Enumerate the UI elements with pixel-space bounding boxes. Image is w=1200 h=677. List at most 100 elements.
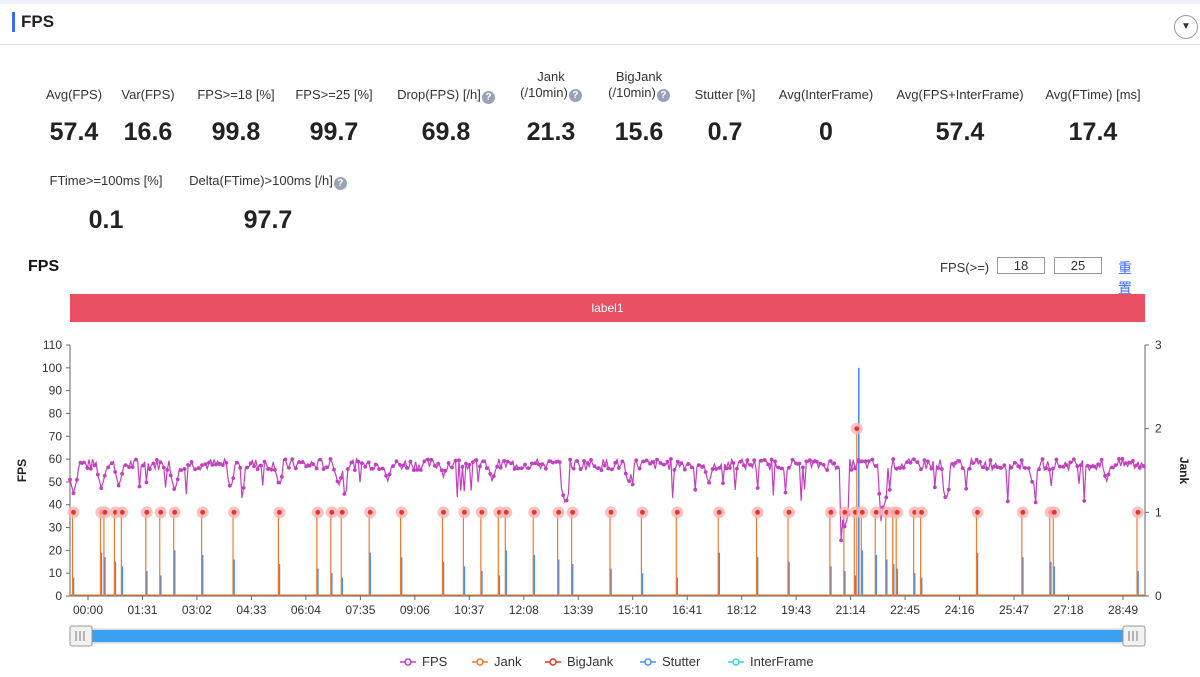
bigjank-marker-halo (1048, 506, 1061, 519)
bigjank-marker (608, 509, 614, 515)
help-icon[interactable]: ? (656, 89, 670, 102)
fps-point (898, 466, 903, 470)
fps-point (630, 482, 635, 487)
fps-point (957, 459, 962, 463)
fps-point (411, 468, 416, 473)
fps-point (623, 471, 628, 476)
label-band[interactable]: label1 (70, 294, 1145, 322)
fps-point (1137, 465, 1142, 470)
fps-point (616, 466, 621, 470)
fps-point (193, 467, 197, 472)
fps-point (457, 458, 461, 463)
bigjank-marker-halo (475, 506, 488, 519)
bigjank-marker-halo (1044, 506, 1057, 519)
fps-point (1134, 463, 1139, 468)
fps-point (335, 479, 340, 484)
bigjank-marker-halo (395, 506, 408, 519)
fps-point (1078, 463, 1083, 468)
fps-point (1030, 479, 1035, 484)
reset-link[interactable]: 重置 (1118, 260, 1132, 296)
bigjank-marker (158, 509, 164, 515)
fps-point (273, 467, 277, 472)
help-icon[interactable]: ? (568, 89, 582, 102)
fps-point (266, 467, 270, 471)
fps-point (731, 461, 736, 465)
help-icon[interactable]: ? (481, 91, 495, 104)
metric-value: 69.8 (421, 118, 471, 146)
fps-point (971, 461, 975, 466)
collapse-chevron-down-icon[interactable]: ▼ (1174, 15, 1198, 39)
help-icon[interactable]: ? (333, 177, 347, 190)
bigjank-marker-halo (838, 506, 851, 519)
fps-point (568, 457, 573, 462)
bigjank-marker (461, 509, 467, 515)
bigjank-marker-halo (364, 506, 377, 519)
legend-swatch-dot (476, 658, 484, 666)
fps-point (519, 466, 524, 471)
fps-point (1002, 463, 1007, 468)
fps-series-line (69, 456, 1146, 541)
fps-point (1009, 465, 1014, 470)
fps-point (592, 464, 597, 469)
metric-label-text: Delta(FTime)>100ms [/h] (189, 173, 333, 188)
fps-point (1064, 463, 1069, 468)
metric-2: FPS>=18 [%] 99.8 (146, 87, 326, 146)
fps-point (873, 464, 878, 468)
fps-point (422, 459, 427, 464)
fps-point (1019, 458, 1024, 463)
fps-point (175, 477, 180, 482)
fps-point (915, 460, 920, 465)
fps-point (252, 464, 256, 469)
bigjank-marker-halo (751, 506, 764, 519)
fps-point (113, 470, 118, 474)
bigjank-marker (852, 509, 858, 515)
bigjank-marker (339, 509, 345, 515)
bigjank-marker (119, 509, 125, 515)
fps-point (790, 457, 795, 462)
fps-point (1075, 464, 1080, 469)
fps-point (780, 466, 784, 471)
fps-point (300, 460, 305, 464)
metric-label-text: FPS>=18 [%] (197, 87, 275, 102)
metric-value: 0.7 (707, 118, 743, 146)
fps-point (797, 461, 802, 466)
bigjank-marker-halo (528, 506, 541, 519)
bigjank-marker-halo (437, 506, 450, 519)
fps-point (835, 465, 840, 470)
fps-point (248, 461, 253, 466)
bigjank-marker (367, 509, 373, 515)
fps-threshold-input-2[interactable]: 25 (1054, 257, 1102, 274)
legend-swatch-dot (732, 658, 740, 666)
fps-threshold-input-1[interactable]: 18 (997, 257, 1045, 274)
bigjank-marker-halo (971, 506, 984, 519)
fps-point (981, 465, 986, 470)
fps-point (293, 466, 298, 471)
fps-point (582, 458, 586, 463)
fps-point (210, 463, 215, 467)
metric-3: FPS>=25 [%] 99.7 (244, 87, 424, 146)
fps-point (703, 470, 708, 474)
fps-point (359, 461, 364, 466)
fps-point (807, 458, 812, 463)
metric-label: BigJank (/10min)? (549, 69, 729, 102)
fps-point (870, 457, 875, 462)
fps-point (238, 465, 243, 470)
fps-point (821, 462, 826, 467)
y-left-tick-label: 30 (49, 521, 63, 535)
fps-point (1120, 456, 1125, 461)
bigjank-marker-halo (67, 506, 80, 519)
bigjank-marker (556, 509, 562, 515)
fps-point (689, 465, 694, 470)
bigjank-marker-halo (566, 506, 579, 519)
fps-point (682, 467, 687, 472)
fps-point (134, 457, 138, 462)
fps-point (481, 459, 486, 464)
fps-point (321, 467, 326, 472)
fps-point (179, 468, 184, 473)
fps-point (366, 460, 371, 465)
fps-point (1040, 457, 1045, 461)
fps-point (741, 463, 746, 468)
fps-point (71, 491, 76, 496)
bigjank-marker-halo (887, 506, 900, 519)
fps-point (189, 460, 194, 464)
